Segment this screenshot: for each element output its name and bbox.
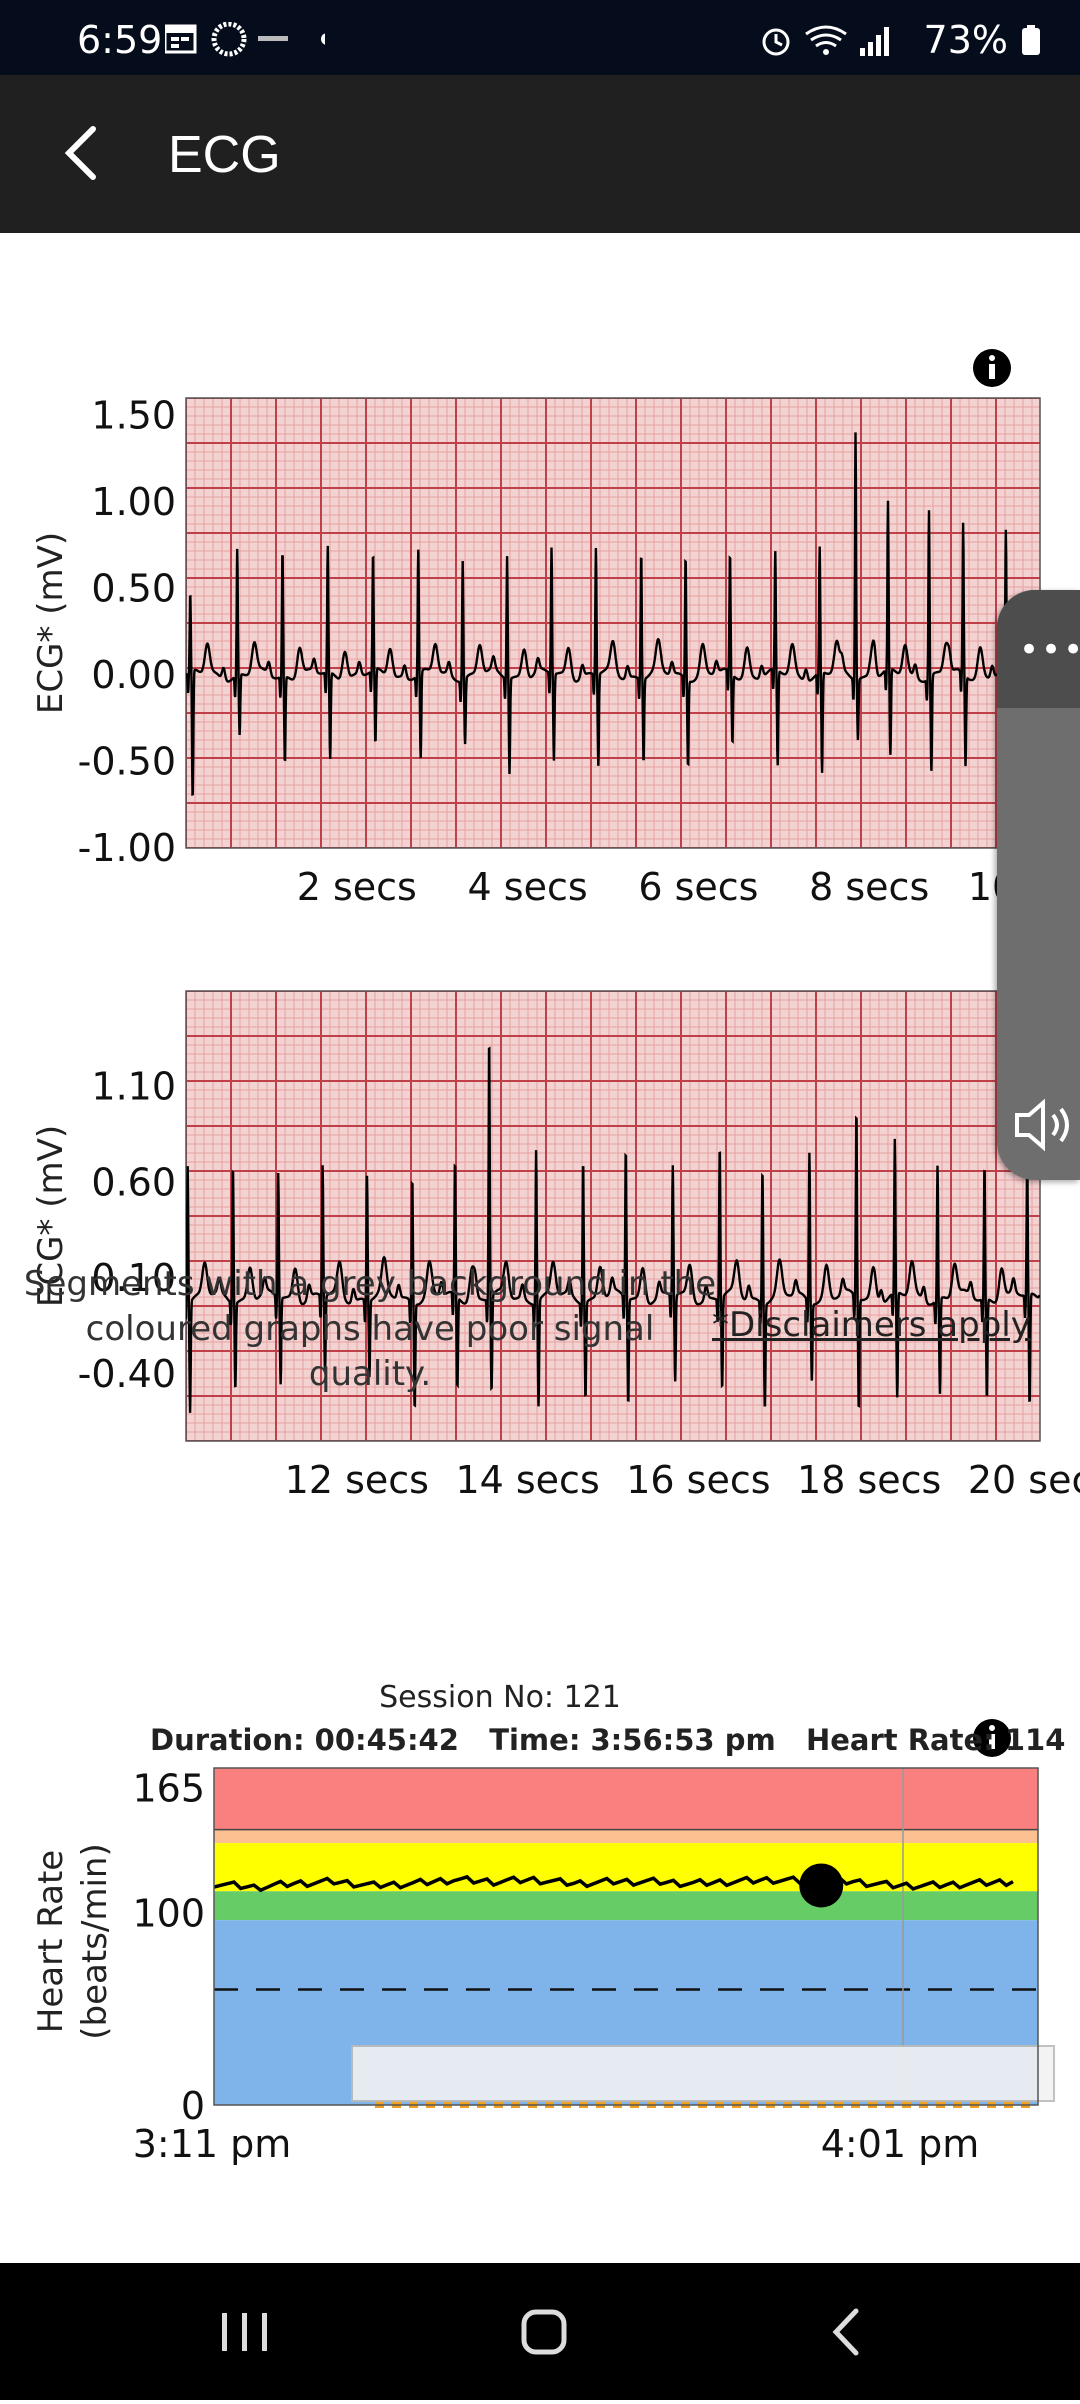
ecg2-x-tick: 16 secs <box>626 1458 770 1502</box>
speaker-icon[interactable] <box>1009 1095 1073 1155</box>
ecg1-y-tick: 0.50 <box>91 566 176 610</box>
ecg2-trace <box>186 1046 1040 1413</box>
hr-event-overlay <box>351 2045 1055 2102</box>
ecg1-y-tick: 0.00 <box>91 653 176 697</box>
ecg1-y-label: ECG* (mV) <box>31 532 71 714</box>
status-icons-right: 73% <box>760 18 1040 62</box>
ecg2-x-tick: 14 secs <box>455 1458 599 1502</box>
ecg2-x-tick: 20 secs <box>968 1458 1080 1502</box>
alarm-icon <box>762 28 790 56</box>
hr-x-tick: 3:11 pm <box>133 2122 292 2166</box>
status-icons-left <box>163 21 333 62</box>
hr-y-tick: 0 <box>181 2084 205 2128</box>
ecg2-y-tick: -0.40 <box>78 1352 176 1396</box>
heart-rate-chart: 165 100 03:11 pm 4:01 pm Heart Rate (beats/mi… <box>31 1766 1055 2166</box>
ecg1-trace <box>186 432 1040 796</box>
ecg2-frame <box>185 990 1041 1442</box>
ecg2-x-tick: 18 secs <box>797 1458 941 1502</box>
ecg1-x-tick: 2 secs <box>297 865 417 909</box>
side-panel-menu[interactable]: ••• <box>997 590 1080 708</box>
ecg2-y-label: ECG* (mV) <box>31 1125 71 1307</box>
hr-frame <box>213 1767 1039 2106</box>
ecg1-x-tick: 4 secs <box>468 865 588 909</box>
app-bar: ECG <box>0 75 1080 233</box>
ecg1-y-tick: -0.50 <box>78 739 176 783</box>
hr-zone-red <box>214 1768 1038 1830</box>
ecg1-y-tick: 1.00 <box>91 480 176 524</box>
hr-line <box>214 1874 1014 1893</box>
hr-zone-orange <box>214 1829 1038 1844</box>
info-icon-session[interactable] <box>972 1718 1012 1758</box>
ecg-chart-2: 1.10 0.60 0.10 -0.40 12 secs 14 secs 16 secs 18… <box>31 990 1080 1502</box>
back-nav-icon[interactable] <box>832 2308 859 2356</box>
ecg1-y-tick: -1.00 <box>78 826 176 870</box>
ecg1-y-tick: 1.50 <box>91 393 176 437</box>
ecg1-x-tick: 8 secs <box>809 865 929 909</box>
ring-icon <box>211 21 247 57</box>
battery-icon <box>1022 25 1040 55</box>
recent-apps-icon[interactable] <box>222 2313 267 2351</box>
home-icon[interactable] <box>521 2309 567 2355</box>
session-details: Duration: 00:45:42 Time: 3:56:53 pm Hear… <box>150 1723 1066 1757</box>
session-number: Session No: 121 <box>379 1680 621 1715</box>
ecg1-x-tick: 6 secs <box>638 865 758 909</box>
dot-icon <box>321 33 333 45</box>
status-time: 6:59 <box>77 18 163 62</box>
more-horizontal-icon[interactable]: ••• <box>1019 630 1080 670</box>
floating-side-panel[interactable]: ••• <box>997 590 1080 1180</box>
disclaimers-link[interactable]: *Disclaimers apply <box>712 1305 1031 1345</box>
ecg-content: 1.50 1.00 0.50 0.00 -0.50 -1.00 2 secs 4 secs 6 … <box>0 233 1080 2263</box>
charts-canvas: 1.50 1.00 0.50 0.00 -0.50 -1.00 2 secs 4 secs 6 … <box>31 393 1080 2166</box>
ecg2-y-tick: 0.60 <box>91 1160 176 1204</box>
status-bar: 6:59 <box>0 0 1080 75</box>
page-title: ECG <box>168 126 281 184</box>
chevron-left-icon[interactable] <box>55 123 115 183</box>
battery-percent: 73% <box>923 18 1008 62</box>
system-nav-bar <box>0 2263 1080 2400</box>
calendar-icon <box>163 24 197 54</box>
hr-y-tick: 165 <box>132 1766 205 1810</box>
ecg2-y-tick: 1.10 <box>91 1065 176 1109</box>
ecg2-x-tick: 12 secs <box>285 1458 429 1502</box>
hr-event-strip <box>375 2100 1030 2108</box>
info-icon[interactable] <box>972 348 1012 388</box>
hr-y-label: Heart Rate (beats/min) <box>31 1843 115 2039</box>
hr-current-marker <box>799 1863 844 1908</box>
signal-icon <box>859 27 889 56</box>
ecg2-y-tick: 0.10 <box>91 1256 176 1300</box>
hr-y-tick: 100 <box>132 1891 205 1935</box>
ecg-chart-1: 1.50 1.00 0.50 0.00 -0.50 -1.00 2 secs 4 secs 6 … <box>31 393 1080 909</box>
hr-x-tick: 4:01 pm <box>821 2122 980 2166</box>
wyze-icon <box>258 36 288 41</box>
hr-zone-green <box>214 1891 1038 1921</box>
wifi-icon <box>804 25 847 55</box>
signal-quality-caption: Segments with a grey background in the c… <box>23 1264 717 1394</box>
